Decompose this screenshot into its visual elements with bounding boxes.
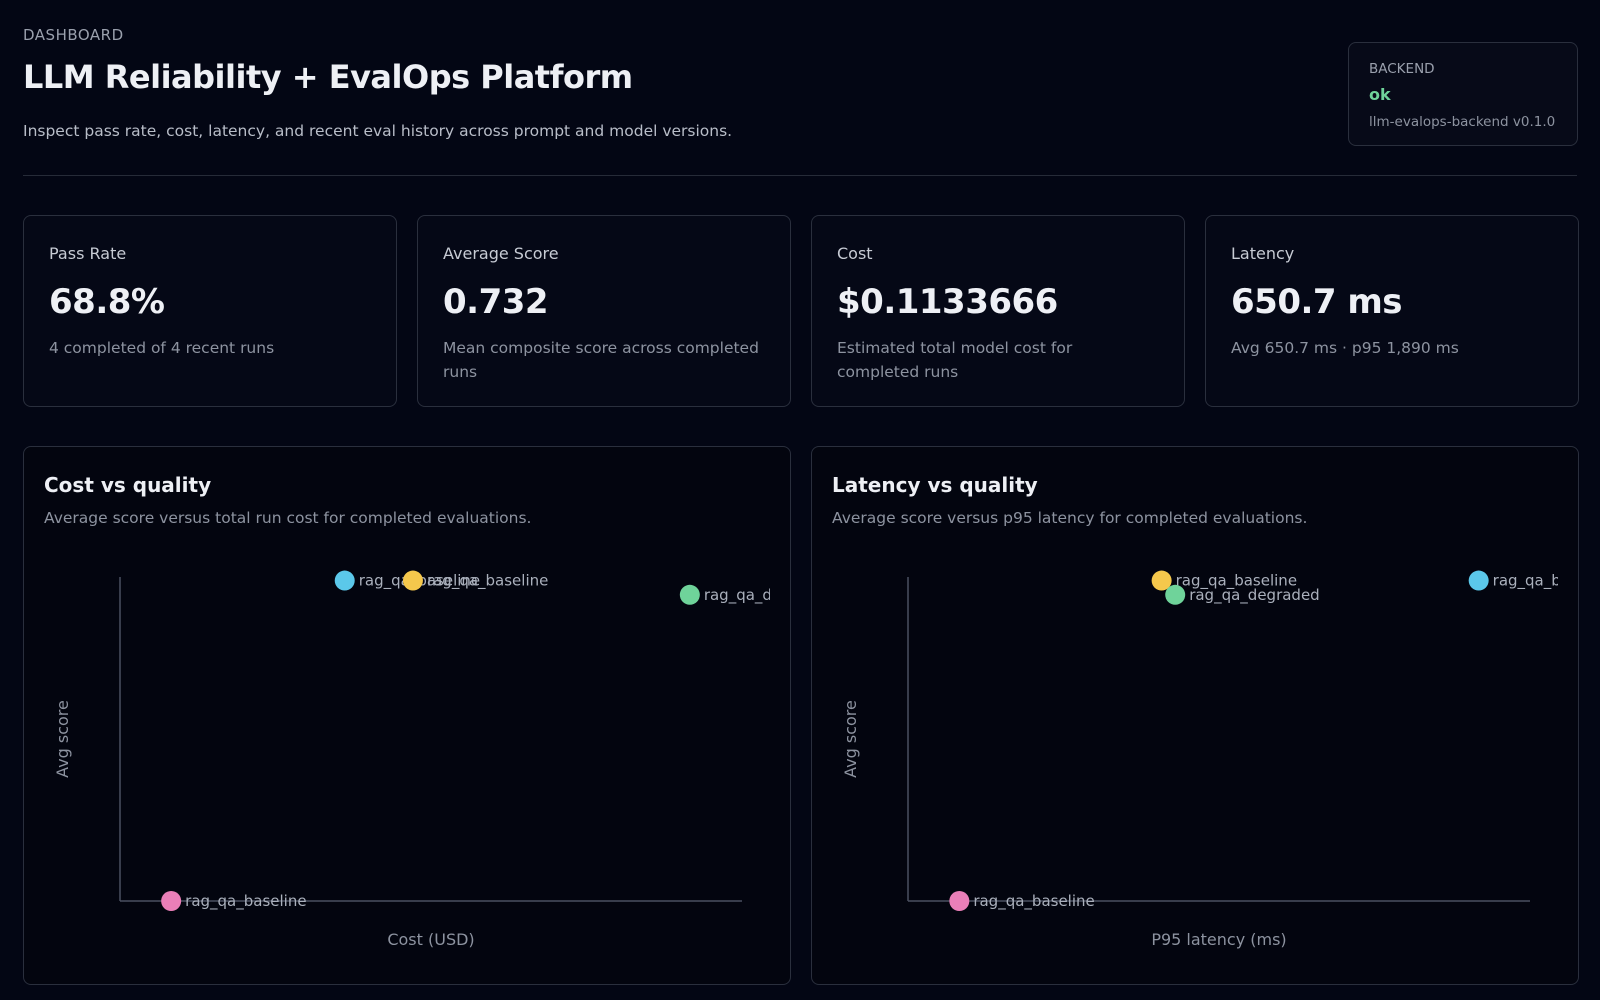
stat-label: Cost (837, 244, 873, 263)
stat-value: 0.732 (443, 282, 549, 322)
stat-note: Avg 650.7 ms · p95 1,890 ms (1231, 339, 1459, 357)
stat-card: Average Score 0.732 Mean composite score a… (417, 215, 791, 407)
chart-title: Cost vs quality (44, 473, 212, 497)
point-label: rag_qa_baseline (185, 892, 306, 911)
backend-label: BACKEND (1369, 61, 1435, 77)
chart-panel: Cost vs quality Average score versus tota… (23, 446, 791, 985)
stat-value: $0.1133666 (837, 282, 1058, 322)
chart-panel: Latency vs quality Average score versus p… (811, 446, 1579, 985)
backend-version: llm-evalops-backend v0.1.0 (1369, 114, 1556, 130)
stat-value: 650.7 ms (1231, 282, 1403, 322)
divider (23, 175, 1577, 176)
y-axis-label: Avg score (841, 700, 860, 778)
point-label: rag_qa_baseline (1176, 572, 1297, 591)
chart-subtitle: Average score versus p95 latency for com… (832, 509, 1308, 527)
points: rag_qa_baseline rag_qa_baseline rag_qa_deg… (161, 570, 790, 911)
page-subtitle: Inspect pass rate, cost, latency, and re… (23, 122, 733, 140)
point (1165, 584, 1186, 605)
point-label: rag_qa_baseline (1493, 572, 1578, 591)
stat-note: Estimated total model cost for completed… (837, 339, 1073, 381)
x-axis-label: Cost (USD) (387, 930, 474, 949)
page-title: LLM Reliability + EvalOps Platform (23, 58, 633, 96)
point (1151, 570, 1172, 591)
point (402, 570, 423, 591)
point (161, 891, 182, 911)
stat-label: Pass Rate (49, 244, 127, 263)
point-label: rag_qa_degraded (704, 586, 790, 605)
chart: Cost (USD)Avg scorerag_qa_baselinerag_qa… (53, 570, 790, 949)
chart-title: Latency vs quality (832, 473, 1038, 497)
point (949, 891, 970, 911)
stat-label: Latency (1231, 244, 1295, 263)
point (1468, 570, 1489, 591)
point-label: rag_qa_baseline (973, 892, 1094, 911)
point (334, 570, 355, 591)
stat-note: 4 completed of 4 recent runs (49, 339, 275, 357)
chart-subtitle: Average score versus total run cost for … (44, 509, 532, 527)
stat-note: Mean composite score across completed ru… (443, 339, 759, 381)
point-label: rag_qa_baseline (427, 572, 548, 591)
stat-card: Pass Rate 68.8% 4 completed of 4 recent ru… (23, 215, 397, 407)
chart: P95 latency (ms) Avg score rag_qa_baseline… (841, 570, 1578, 949)
backend-status: BACKEND ok llm-evalops-backend v0.1.0 (1348, 42, 1578, 146)
stat-card: Cost $0.1133666 Estimated total model cost… (811, 215, 1185, 407)
stat-value: 68.8% (49, 282, 165, 322)
point-label: rag_qa_degraded (1189, 586, 1320, 605)
x-axis-label: P95 latency (ms) (1151, 930, 1286, 949)
backend-state: ok (1369, 85, 1391, 104)
point (679, 584, 700, 605)
points: rag_qa_baselinerag_qa_degradedrag_qa_bas… (949, 570, 1578, 911)
stat-card: Latency 650.7 ms Avg 650.7 ms · p95 1,890 … (1205, 215, 1579, 407)
eyebrow: DASHBOARD (23, 26, 124, 44)
y-axis-label: Avg score (53, 700, 72, 778)
stat-label: Average Score (443, 244, 559, 263)
